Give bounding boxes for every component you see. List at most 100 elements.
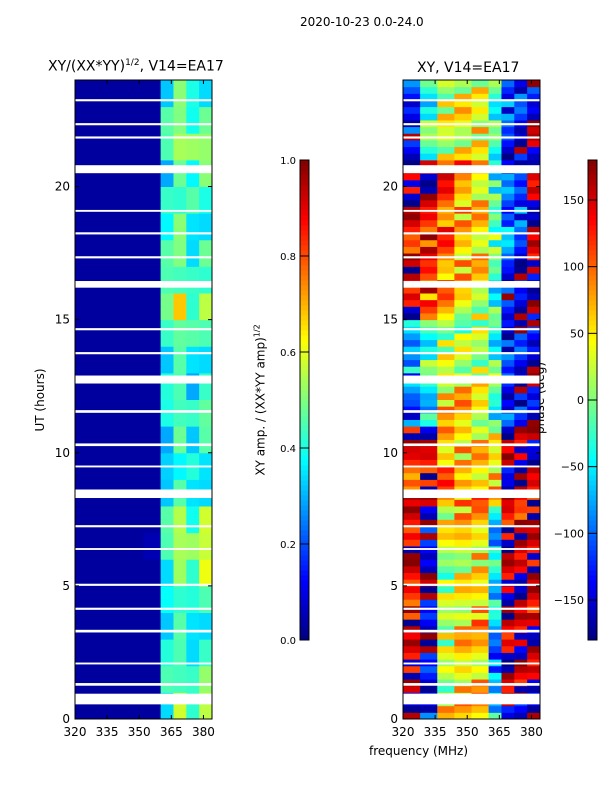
heatmap-cell [126, 432, 144, 440]
heatmap-cell [186, 199, 200, 207]
heatmap-cell [471, 472, 490, 480]
heatmap-cell [420, 572, 438, 580]
colorbar-tick-label: 0.0 [280, 636, 296, 647]
heatmap-cell [199, 552, 213, 560]
heatmap-cell [514, 199, 528, 207]
colorbar-segment [300, 470, 309, 476]
heatmap-cell [160, 499, 174, 507]
heatmap-cell [92, 439, 110, 447]
heatmap-cell [126, 233, 144, 241]
heatmap-cell [501, 439, 515, 447]
heatmap-cell [420, 472, 438, 480]
heatmap-cell [173, 612, 187, 620]
heatmap-cell [143, 233, 162, 241]
heatmap-cell [501, 432, 515, 440]
colorbar-segment [300, 525, 309, 531]
heatmap-cell [420, 293, 438, 301]
heatmap-cell [514, 86, 528, 94]
heatmap-cell [160, 652, 174, 660]
heatmap-cell [514, 246, 528, 254]
heatmap-cell [403, 352, 421, 361]
heatmap-cell [186, 419, 200, 427]
heatmap-cell [143, 499, 162, 507]
heatmap-cell [527, 639, 541, 647]
heatmap-cell [501, 219, 515, 227]
heatmap-cell [403, 406, 421, 414]
heatmap-cell [488, 506, 502, 514]
heatmap-cell [527, 186, 541, 194]
heatmap-cell [488, 146, 502, 154]
heatmap-cell [471, 146, 490, 154]
heatmap-cell [501, 406, 515, 414]
flagged-gap [403, 693, 540, 705]
heatmap-cell [143, 652, 162, 660]
heatmap-cell [173, 599, 187, 607]
heatmap-cell [514, 565, 528, 574]
heatmap-cell [437, 665, 455, 673]
colorbar-segment [300, 270, 309, 276]
heatmap-cell [173, 639, 187, 647]
heatmap-cell [186, 246, 200, 254]
heatmap-cell [126, 612, 144, 620]
heatmap-cell [527, 459, 541, 467]
heatmap-cell [420, 359, 438, 367]
heatmap-cell [160, 312, 174, 321]
heatmap-cell [514, 572, 528, 580]
heatmap-cell [514, 179, 528, 187]
heatmap-cell [75, 173, 93, 181]
colorbar-segment [588, 550, 597, 556]
heatmap-cell [160, 86, 174, 94]
flagged-gap [403, 375, 540, 384]
heatmap-cell [437, 226, 455, 234]
heatmap-cell [143, 645, 162, 653]
heatmap-cell [471, 645, 490, 653]
heatmap-cell [143, 419, 162, 427]
heatmap-cell [420, 426, 438, 434]
heatmap-cell [75, 299, 93, 307]
heatmap-cell [454, 532, 472, 540]
heatmap-cell [143, 665, 162, 673]
heatmap-cell [527, 199, 541, 207]
heatmap-cell [143, 339, 162, 347]
heatmap-cell [514, 645, 528, 653]
heatmap-cell [173, 585, 187, 594]
heatmap-cell [109, 466, 127, 474]
heatmap-cell [501, 645, 515, 653]
heatmap-cell [514, 439, 528, 447]
heatmap-cell [501, 266, 515, 274]
heatmap-cell [143, 332, 162, 341]
heatmap-cell [527, 233, 541, 241]
heatmap-cell [488, 539, 502, 547]
heatmap-cell [92, 332, 110, 341]
heatmap-cell [173, 266, 187, 274]
heatmap-cell [75, 652, 93, 660]
heatmap-cell [471, 392, 490, 400]
heatmap-cell [514, 153, 528, 161]
heatmap-cell [437, 592, 455, 600]
heatmap-cell [160, 399, 174, 407]
heatmap-cell [471, 585, 490, 594]
heatmap-cell [514, 306, 528, 314]
colorbar-segment [300, 605, 309, 611]
heatmap-cell [199, 219, 213, 227]
heatmap-cell [92, 86, 110, 94]
heatmap-cell [527, 386, 541, 394]
colorbar-segment [588, 165, 597, 171]
heatmap-cell [488, 632, 502, 640]
heatmap-cell [527, 346, 541, 354]
heatmap-cell [488, 233, 502, 241]
heatmap-cell [199, 499, 213, 507]
heatmap-cell [527, 645, 541, 653]
heatmap-cell [514, 159, 528, 168]
heatmap-cell [186, 233, 200, 241]
heatmap-cell [160, 173, 174, 181]
heatmap-cell [173, 193, 187, 201]
heatmap-cell [75, 306, 93, 314]
heatmap-cell [186, 106, 200, 114]
heatmap-cell [143, 246, 162, 254]
heatmap-cell [454, 472, 472, 480]
heatmap-cell [527, 679, 541, 687]
heatmap-cell [437, 559, 455, 567]
colorbar-segment [300, 610, 309, 616]
heatmap-cell [454, 273, 472, 281]
